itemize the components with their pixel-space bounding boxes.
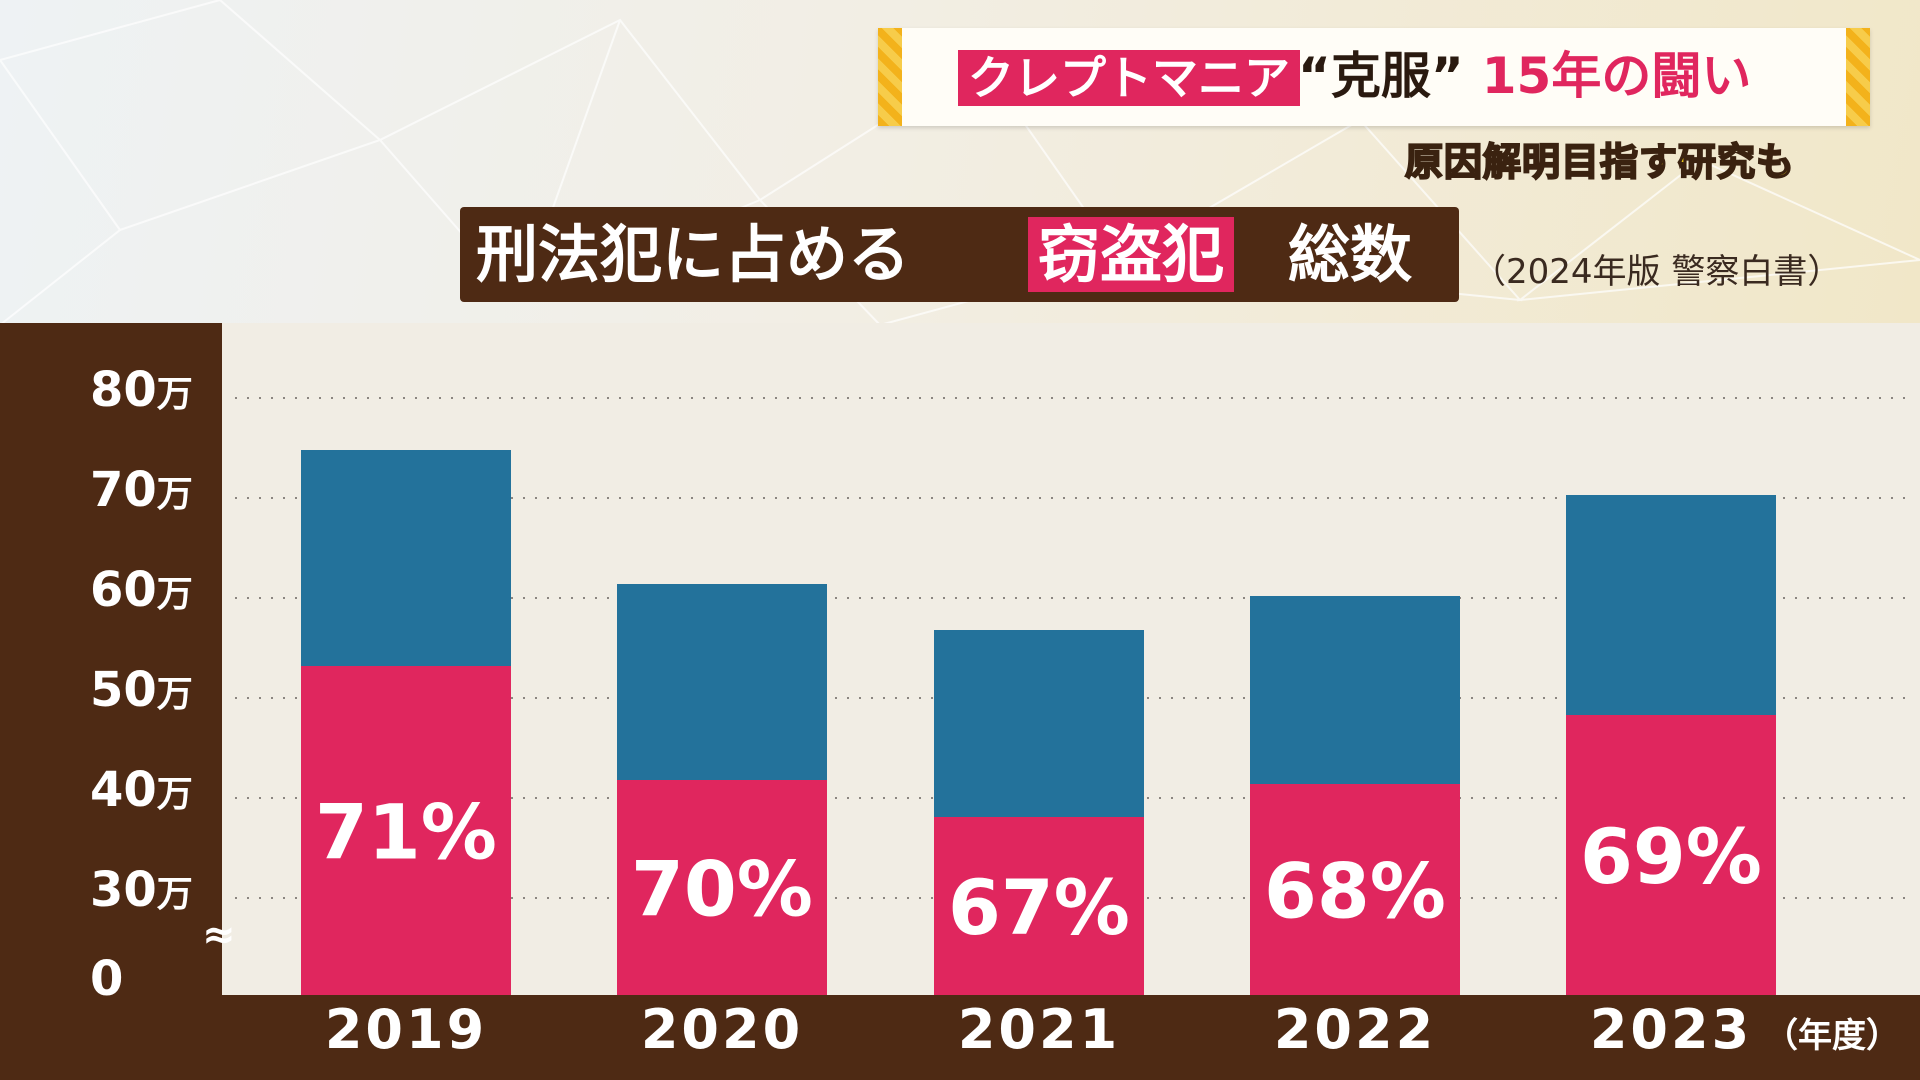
bar-theft	[934, 817, 1144, 995]
bar-theft	[1250, 784, 1460, 995]
x-tick-label: 2023	[1590, 998, 1752, 1061]
y-tick-label: 50万	[90, 662, 193, 718]
x-tick-label: 2022	[1274, 998, 1436, 1061]
y-axis-panel	[0, 323, 222, 1080]
y-tick-unit: 万	[157, 874, 193, 915]
bar-theft	[617, 780, 827, 995]
percent-label: 67%	[948, 863, 1130, 952]
headline-banner: クレプトマニア “克服” 15年の闘い	[878, 28, 1870, 126]
headline-highlight: クレプトマニア	[958, 50, 1300, 106]
percent-label: 71%	[315, 788, 497, 877]
y-tick-unit: 万	[157, 374, 193, 415]
x-tick-label: 2021	[958, 998, 1120, 1061]
y-tick-unit: 万	[157, 674, 193, 715]
bar-theft	[1566, 715, 1776, 995]
banner-stripe-right	[1846, 28, 1870, 126]
percent-label: 68%	[1264, 847, 1446, 936]
y-tick-label: 0	[90, 951, 123, 1007]
y-tick-label: 70万	[90, 462, 193, 518]
banner-stripe-left	[878, 28, 902, 126]
chart-title-highlight: 窃盗犯	[1028, 217, 1235, 292]
y-tick-label: 30万	[90, 862, 193, 918]
chart-title: 刑法犯に占める 窃盗犯 総数	[460, 207, 1459, 302]
percent-label: 69%	[1580, 812, 1762, 901]
x-axis-panel	[0, 995, 1920, 1080]
bar-theft	[301, 666, 511, 995]
y-tick-label: 60万	[90, 562, 193, 618]
headline-rest: “克服” 15年の闘い	[1298, 46, 1751, 106]
source-note: （2024年版 警察白書）	[1472, 252, 1842, 292]
chart-title-part1: 刑法犯に占める	[476, 218, 911, 291]
y-tick-unit: 万	[157, 574, 193, 615]
axis-break-icon: ≈	[202, 912, 236, 958]
percent-label: 70%	[631, 845, 813, 934]
y-tick-label: 80万	[90, 362, 193, 418]
x-tick-label: 2019	[325, 998, 487, 1061]
x-axis-unit: （年度）	[1764, 1016, 1900, 1056]
y-tick-unit: 万	[157, 474, 193, 515]
x-tick-label: 2020	[641, 998, 803, 1061]
y-tick-unit: 万	[157, 774, 193, 815]
headline-tail: 15年の闘い	[1481, 47, 1752, 105]
subheadline: 原因解明目指す研究も	[1404, 139, 1796, 185]
y-tick-label: 40万	[90, 762, 193, 818]
chart-title-part3: 総数	[1288, 218, 1413, 291]
headline-middle: “克服”	[1298, 47, 1464, 105]
